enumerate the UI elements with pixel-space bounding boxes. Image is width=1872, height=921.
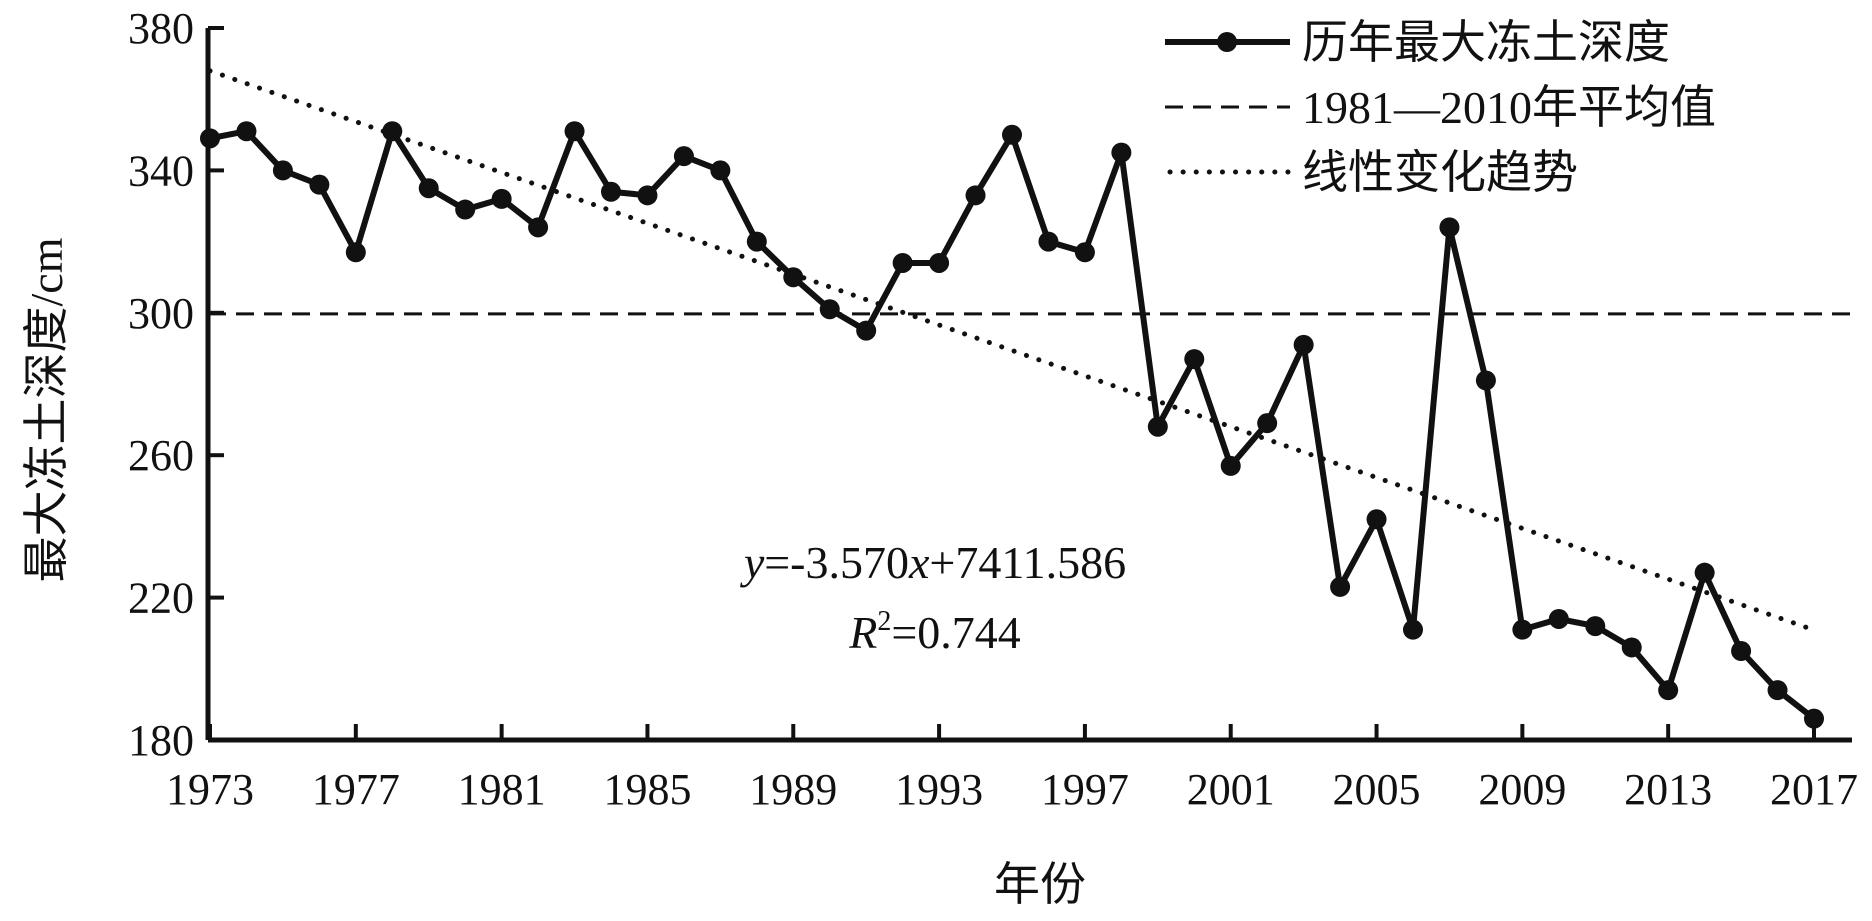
data-point — [272, 160, 293, 181]
r-squared: R2=0.744 — [848, 606, 1021, 658]
data-point — [783, 267, 804, 288]
data-point — [1330, 576, 1351, 597]
data-point — [637, 185, 658, 206]
data-point — [1220, 455, 1241, 476]
data-point — [1804, 708, 1824, 729]
y-tick-label: 180 — [128, 716, 194, 765]
legend-label-mean: 1981—2010年平均值 — [1302, 82, 1716, 133]
data-point — [1184, 349, 1205, 370]
data-point — [1621, 637, 1642, 658]
data-point — [1731, 641, 1752, 661]
eq-intercept: +7411.586 — [929, 537, 1126, 588]
data-point — [1147, 416, 1168, 437]
data-point — [1074, 242, 1095, 263]
data-point — [528, 217, 549, 238]
data-point — [382, 121, 403, 142]
data-point — [418, 178, 439, 199]
x-tick-label: 1997 — [1041, 765, 1129, 814]
r2-sup: 2 — [877, 606, 891, 637]
data-point — [1366, 509, 1387, 530]
x-tick-label: 1993 — [895, 765, 983, 814]
data-point — [965, 185, 986, 206]
trend-line — [207, 68, 1817, 633]
eq-x: x — [908, 537, 930, 588]
y-axis-title: 最大冻土深度/cm — [21, 237, 72, 582]
y-tick-label: 300 — [128, 289, 194, 338]
y-tick-label: 380 — [128, 4, 194, 53]
x-tick-label: 2005 — [1333, 765, 1421, 814]
data-point — [1767, 680, 1788, 701]
data-point — [1293, 334, 1314, 355]
x-tick-label: 1977 — [312, 765, 400, 814]
legend-label-trend: 线性变化趋势 — [1302, 147, 1578, 198]
x-tick-label: 1981 — [458, 765, 546, 814]
reference-lines — [207, 68, 1852, 633]
x-tick-label: 2017 — [1770, 765, 1858, 814]
y-tick-label: 260 — [128, 431, 194, 480]
data-point — [1111, 142, 1132, 163]
data-point — [1002, 124, 1022, 145]
data-point — [1548, 608, 1569, 629]
data-point — [200, 128, 220, 149]
x-tick-label: 2001 — [1187, 765, 1275, 814]
data-point — [455, 199, 476, 220]
data-point — [710, 160, 731, 181]
x-tick-label: 1989 — [749, 765, 837, 814]
eq-coef: =-3.570 — [764, 537, 909, 588]
legend-label-series: 历年最大冻土深度 — [1302, 17, 1670, 68]
data-point — [491, 188, 512, 209]
data-point — [673, 146, 694, 167]
data-point — [746, 231, 767, 252]
data-point — [1512, 619, 1533, 640]
data-point — [819, 299, 840, 320]
data-point — [1658, 680, 1679, 701]
y-tick-label: 220 — [128, 574, 194, 623]
data-point — [892, 252, 913, 273]
data-point — [564, 121, 585, 142]
legend-marker — [1217, 32, 1237, 52]
data-point — [309, 174, 330, 195]
x-tick-label: 2013 — [1624, 765, 1712, 814]
r2-R: R — [848, 607, 877, 658]
data-point — [929, 252, 950, 273]
data-point — [601, 181, 621, 202]
regression-equation: y=-3.570x+7411.586 — [740, 537, 1126, 588]
data-point — [1475, 370, 1496, 391]
series-main — [200, 121, 1824, 729]
data-point — [1439, 217, 1460, 238]
x-tick-label: 2009 — [1478, 765, 1566, 814]
r2-value: =0.744 — [891, 607, 1020, 658]
data-point — [856, 320, 877, 341]
data-point — [1038, 231, 1059, 252]
tick-labels: 180 220 260 300 340 380 1973 1977 1981 1985 1989 19… — [128, 4, 1858, 814]
data-point — [345, 242, 366, 263]
legend: 历年最大冻土深度 1981—2010年平均值 线性变化趋势 — [1165, 17, 1716, 198]
data-point — [1403, 619, 1423, 640]
eq-y: y — [740, 537, 765, 588]
y-tick-label: 340 — [128, 146, 194, 195]
data-point — [236, 121, 257, 142]
x-axis-title: 年份 — [994, 859, 1086, 910]
x-tick-label: 1985 — [603, 765, 691, 814]
data-point — [1694, 562, 1715, 583]
data-point — [1585, 616, 1606, 637]
data-point — [1257, 413, 1278, 434]
x-tick-label: 1973 — [166, 765, 254, 814]
